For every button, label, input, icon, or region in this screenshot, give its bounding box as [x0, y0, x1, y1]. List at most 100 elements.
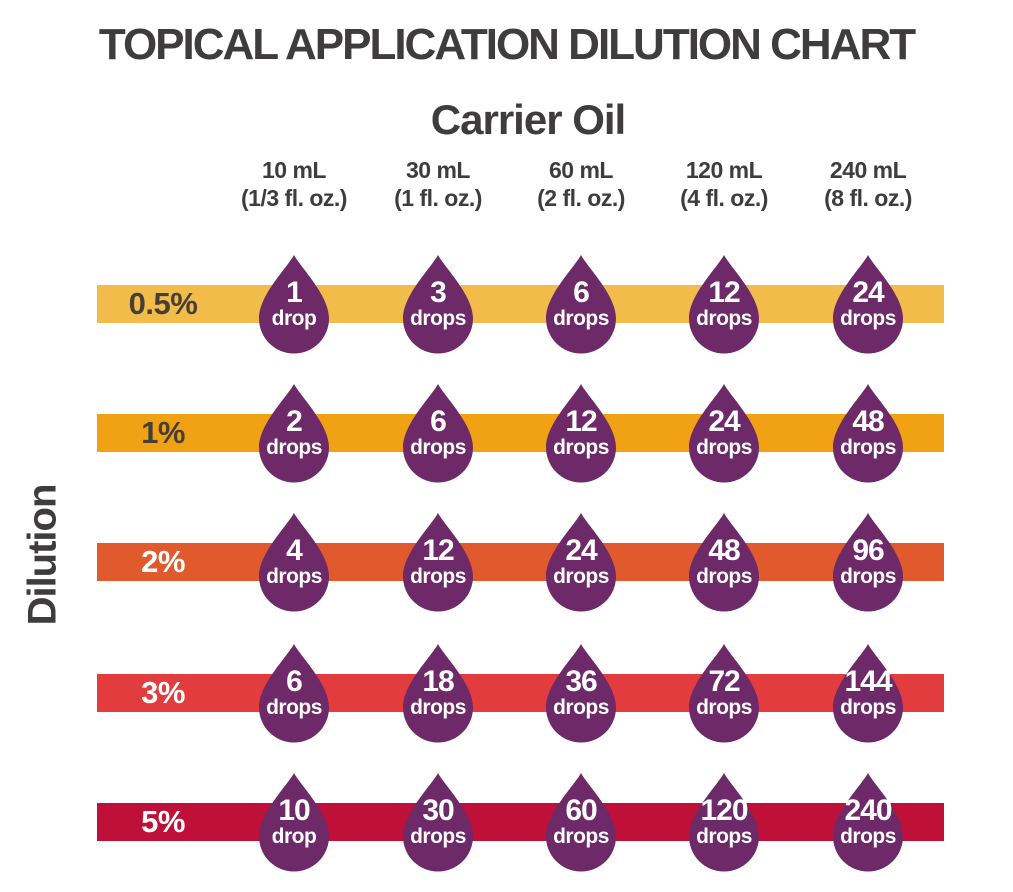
drop-unit: drops — [410, 824, 466, 848]
drop-unit: drops — [410, 435, 466, 459]
drop-cell: 6 drops — [544, 254, 618, 355]
droplet-icon — [833, 383, 903, 482]
column-volume: 120 mL — [685, 157, 763, 183]
drop-cell: 30 drops — [401, 772, 475, 873]
drop-count: 48 — [852, 404, 884, 438]
drop-unit: drops — [410, 564, 466, 588]
drop-count: 2 — [286, 404, 303, 438]
droplet-icon — [833, 772, 903, 871]
drop-count: 24 — [708, 404, 740, 438]
droplet-icon — [546, 254, 616, 353]
drop-unit: drops — [266, 435, 322, 459]
drop-count: 6 — [573, 275, 590, 309]
drop-count: 240 — [844, 793, 892, 827]
column-header-60ml: 60 mL (2 fl. oz.) — [496, 156, 666, 212]
droplet-icon — [833, 512, 903, 611]
row-bar-1pct — [97, 414, 944, 452]
dilution-axis-label: Dilution — [20, 484, 65, 626]
drop-unit: drop — [271, 824, 317, 848]
drop-unit: drops — [266, 564, 322, 588]
drop-cell: 10 drop — [257, 772, 331, 873]
drop-unit: drops — [553, 824, 609, 848]
drop-cell: 48 drops — [687, 512, 761, 613]
drop-unit: drops — [840, 824, 896, 848]
row-bar-3pct — [97, 674, 944, 712]
drop-unit: drops — [696, 824, 752, 848]
drop-unit: drops — [840, 306, 896, 330]
droplet-icon — [259, 254, 329, 353]
column-header-30ml: 30 mL (1 fl. oz.) — [353, 156, 523, 212]
drop-count: 48 — [708, 533, 740, 567]
drop-unit: drops — [553, 306, 609, 330]
drop-count: 36 — [565, 664, 597, 698]
droplet-icon — [259, 772, 329, 871]
droplet-icon — [689, 643, 759, 742]
row-bar-0.5pct — [97, 285, 944, 323]
drop-count: 1 — [286, 275, 303, 309]
drop-count: 3 — [430, 275, 447, 309]
drop-unit: drops — [266, 695, 322, 719]
column-ounces: (4 fl. oz.) — [680, 185, 768, 211]
column-ounces: (2 fl. oz.) — [537, 185, 625, 211]
drop-unit: drops — [410, 695, 466, 719]
drop-unit: drop — [271, 306, 317, 330]
drop-cell: 96 drops — [831, 512, 905, 613]
drop-unit: drops — [840, 695, 896, 719]
column-ounces: (1 fl. oz.) — [394, 185, 482, 211]
drop-unit: drops — [553, 564, 609, 588]
droplet-icon — [403, 512, 473, 611]
drop-count: 24 — [852, 275, 884, 309]
column-header-10ml: 10 mL (1/3 fl. oz.) — [209, 156, 379, 212]
column-volume: 240 mL — [829, 157, 907, 183]
drop-count: 10 — [278, 793, 310, 827]
drop-unit: drops — [696, 695, 752, 719]
droplet-icon — [259, 512, 329, 611]
drop-cell: 12 drops — [401, 512, 475, 613]
drop-cell: 3 drops — [401, 254, 475, 355]
drop-cell: 48 drops — [831, 383, 905, 484]
drop-count: 144 — [844, 664, 892, 698]
drop-count: 96 — [852, 533, 884, 567]
drop-count: 12 — [565, 404, 597, 438]
drop-count: 12 — [708, 275, 740, 309]
drop-cell: 144 drops — [831, 643, 905, 744]
drop-cell: 6 drops — [257, 643, 331, 744]
droplet-icon — [689, 772, 759, 871]
drop-cell: 24 drops — [687, 383, 761, 484]
row-label-3pct: 3% — [141, 675, 185, 710]
droplet-icon — [833, 254, 903, 353]
drop-count: 120 — [700, 793, 748, 827]
drop-count: 24 — [565, 533, 597, 567]
column-volume: 30 mL — [406, 157, 470, 183]
row-bar-5pct — [97, 803, 944, 841]
drop-cell: 60 drops — [544, 772, 618, 873]
drop-cell: 12 drops — [544, 383, 618, 484]
droplet-icon — [689, 512, 759, 611]
column-header-120ml: 120 mL (4 fl. oz.) — [639, 156, 809, 212]
row-label-1pct: 1% — [141, 415, 185, 450]
droplet-icon — [546, 512, 616, 611]
row-label-2pct: 2% — [141, 544, 185, 579]
droplet-icon — [546, 772, 616, 871]
drop-cell: 12 drops — [687, 254, 761, 355]
drop-cell: 24 drops — [831, 254, 905, 355]
column-header-240ml: 240 mL (8 fl. oz.) — [783, 156, 953, 212]
column-ounces: (8 fl. oz.) — [824, 185, 912, 211]
drop-cell: 4 drops — [257, 512, 331, 613]
droplet-icon — [546, 383, 616, 482]
carrier-oil-label: Carrier Oil — [430, 96, 626, 143]
column-volume: 10 mL — [262, 157, 326, 183]
drop-unit: drops — [553, 695, 609, 719]
drop-unit: drops — [696, 435, 752, 459]
drop-unit: drops — [696, 306, 752, 330]
drop-count: 72 — [708, 664, 740, 698]
droplet-icon — [259, 383, 329, 482]
droplet-icon — [259, 643, 329, 742]
drop-count: 6 — [430, 404, 447, 438]
drop-cell: 36 drops — [544, 643, 618, 744]
row-bar-2pct — [97, 543, 944, 581]
page-title: TOPICAL APPLICATION DILUTION CHART — [98, 20, 916, 69]
drop-cell: 2 drops — [257, 383, 331, 484]
drop-count: 4 — [286, 533, 303, 567]
